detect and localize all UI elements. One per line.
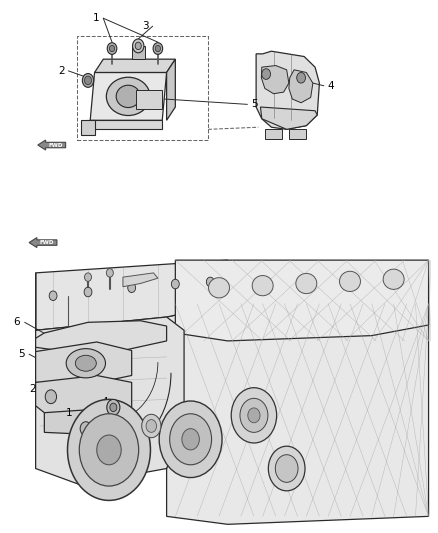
Text: 2: 2 <box>58 66 65 76</box>
Circle shape <box>85 273 92 281</box>
Text: 5: 5 <box>251 99 258 109</box>
Circle shape <box>97 435 121 465</box>
Text: 1: 1 <box>93 13 100 23</box>
Polygon shape <box>166 304 428 524</box>
FancyBboxPatch shape <box>132 46 145 59</box>
Polygon shape <box>289 70 313 103</box>
Circle shape <box>170 414 212 465</box>
Ellipse shape <box>75 356 96 371</box>
Polygon shape <box>38 140 66 150</box>
Text: 3: 3 <box>142 21 149 31</box>
Circle shape <box>80 422 92 435</box>
Circle shape <box>146 419 156 432</box>
Ellipse shape <box>296 273 317 294</box>
Text: 6: 6 <box>14 317 20 327</box>
Polygon shape <box>44 407 132 434</box>
Circle shape <box>79 414 139 486</box>
FancyBboxPatch shape <box>265 130 283 139</box>
Circle shape <box>106 269 113 277</box>
Circle shape <box>206 277 214 287</box>
Polygon shape <box>35 321 166 352</box>
Circle shape <box>297 72 305 83</box>
Circle shape <box>171 279 179 289</box>
Circle shape <box>110 45 115 52</box>
Circle shape <box>135 42 141 50</box>
Circle shape <box>107 43 117 54</box>
Circle shape <box>240 398 268 432</box>
Text: 4: 4 <box>101 397 108 407</box>
Polygon shape <box>90 72 166 120</box>
Circle shape <box>142 414 161 438</box>
Polygon shape <box>35 273 184 484</box>
Text: 5: 5 <box>18 349 25 359</box>
Circle shape <box>262 69 271 79</box>
Polygon shape <box>175 260 428 341</box>
Polygon shape <box>256 51 319 130</box>
Text: 2: 2 <box>29 384 35 394</box>
FancyBboxPatch shape <box>136 90 162 109</box>
Polygon shape <box>95 59 175 72</box>
Polygon shape <box>166 59 175 120</box>
FancyBboxPatch shape <box>289 130 306 139</box>
Circle shape <box>67 399 150 500</box>
Ellipse shape <box>106 77 150 116</box>
Polygon shape <box>29 238 57 247</box>
Ellipse shape <box>383 269 404 289</box>
Ellipse shape <box>339 271 360 292</box>
Text: FWD: FWD <box>49 142 63 148</box>
Ellipse shape <box>252 276 273 296</box>
Circle shape <box>276 455 298 482</box>
Circle shape <box>84 287 92 297</box>
Polygon shape <box>86 120 162 130</box>
Circle shape <box>107 399 120 415</box>
Circle shape <box>45 390 57 403</box>
Text: 4: 4 <box>327 81 334 91</box>
Polygon shape <box>35 342 132 384</box>
Circle shape <box>268 446 305 491</box>
Polygon shape <box>261 66 289 94</box>
Circle shape <box>153 43 162 54</box>
Text: 1: 1 <box>66 408 73 418</box>
Polygon shape <box>81 120 95 135</box>
Polygon shape <box>123 273 158 287</box>
Circle shape <box>155 45 160 52</box>
Ellipse shape <box>66 349 106 378</box>
Circle shape <box>85 76 92 85</box>
Ellipse shape <box>116 85 140 108</box>
Circle shape <box>159 401 222 478</box>
Circle shape <box>231 387 277 443</box>
Polygon shape <box>35 375 132 415</box>
Circle shape <box>133 39 144 53</box>
Circle shape <box>128 283 136 293</box>
Ellipse shape <box>208 278 230 298</box>
Text: FWD: FWD <box>40 240 54 245</box>
Polygon shape <box>261 107 317 130</box>
Circle shape <box>182 429 199 450</box>
Circle shape <box>82 74 94 87</box>
Circle shape <box>110 403 117 411</box>
Polygon shape <box>35 260 228 330</box>
Circle shape <box>49 291 57 301</box>
Circle shape <box>248 408 260 423</box>
